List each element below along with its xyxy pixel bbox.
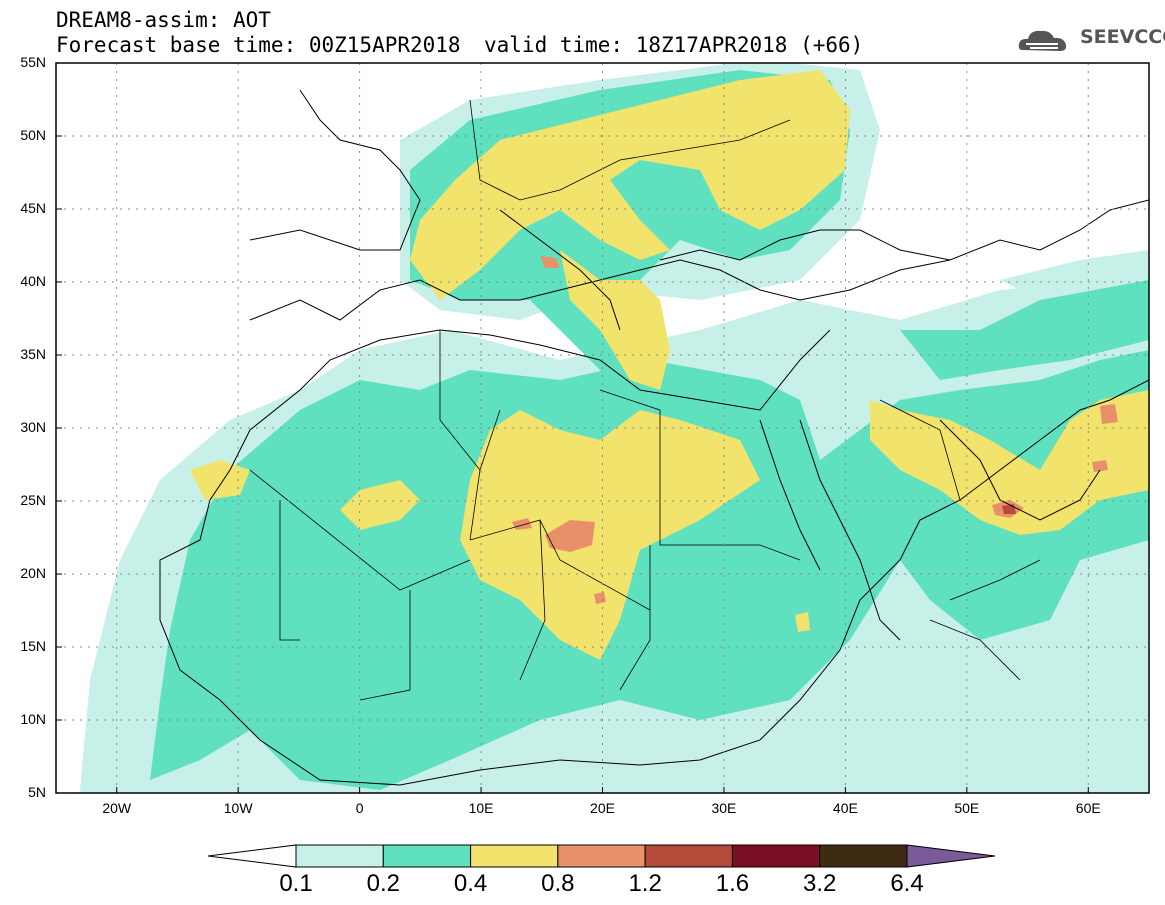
lat-label: 15N: [20, 638, 46, 654]
colorbar-label: 0.4: [453, 870, 488, 897]
colorbar-label: 0.8: [541, 870, 575, 897]
lon-label: 20W: [102, 800, 132, 816]
colorbar-max-arrow: [906, 844, 996, 868]
colorbar-box: [470, 844, 559, 868]
lat-label: 5N: [28, 784, 46, 800]
colorbar-label: 1.6: [715, 870, 750, 897]
lon-label: 30E: [711, 800, 737, 816]
lon-label: 20E: [590, 800, 615, 816]
axis-ticks: [56, 62, 1089, 794]
lat-label: 40N: [20, 273, 46, 289]
valid-time: valid time: 18Z17APR2018 (+66): [484, 33, 864, 57]
colorbar-box: [382, 844, 472, 868]
lon-label: 60E: [1075, 800, 1101, 816]
colorbar-min-arrow: [207, 844, 297, 868]
colorbar-label: 0.2: [366, 870, 400, 897]
aot-field: [56, 63, 1149, 793]
lat-label: 20N: [20, 565, 46, 581]
lat-label: 55N: [20, 54, 46, 70]
forecast-base-time: Forecast base time: 00Z15APR2018: [56, 33, 461, 57]
colorbar-label: 0.1: [279, 870, 313, 897]
lat-label: 45N: [20, 200, 46, 216]
lat-label: 30N: [20, 419, 46, 435]
colorbar: [207, 844, 996, 868]
lat-label: 50N: [20, 127, 46, 143]
lon-label: 10E: [468, 800, 494, 816]
lat-label: 35N: [20, 346, 46, 362]
colorbar-box: [731, 844, 821, 868]
colorbar-label: 6.4: [890, 870, 924, 897]
country-borders: [249, 99, 1041, 701]
lon-label: 50E: [954, 800, 980, 816]
colorbar-box: [819, 844, 908, 868]
lat-label: 10N: [20, 711, 46, 727]
lon-label: 10W: [223, 800, 253, 816]
colorbar-box: [295, 844, 384, 868]
colorbar-label: 3.2: [803, 870, 837, 897]
colorbar-label: 1.2: [628, 870, 662, 897]
gridlines: [56, 63, 1149, 793]
lon-label: 0: [355, 800, 364, 816]
lat-label: 25N: [20, 492, 46, 508]
colorbar-box: [557, 844, 646, 868]
lon-label: 40E: [832, 800, 858, 816]
colorbar-box: [644, 844, 733, 868]
map-title: DREAM8-assim: AOT: [56, 8, 271, 32]
logo-text: SEEVCCC: [1080, 26, 1165, 48]
cloud-logo-icon: [1018, 30, 1067, 51]
coastlines: [159, 89, 1149, 786]
